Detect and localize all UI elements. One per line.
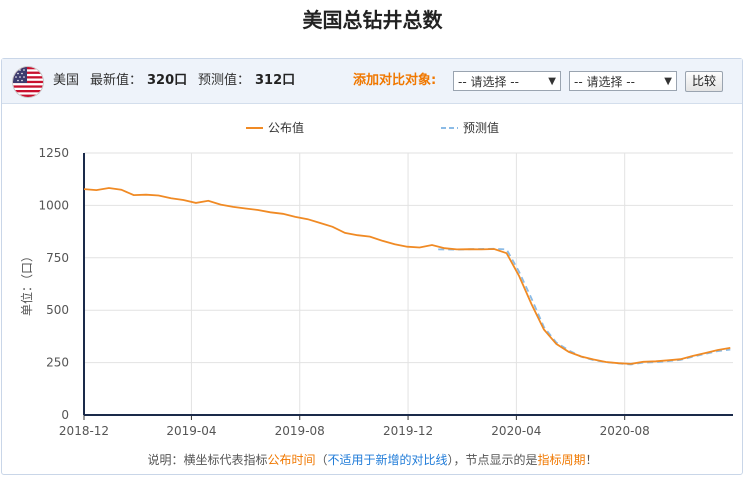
compare-label: 添加对比对象: <box>353 73 437 88</box>
compare-select-2-value: -- 请选择 -- <box>574 75 635 89</box>
footnote-period: 指标周期 <box>537 453 586 467</box>
forecast-value: 312口 <box>255 73 296 88</box>
compare-select-2[interactable]: -- 请选择 -- ▼ <box>569 71 677 91</box>
compare-button[interactable]: 比较 <box>685 71 723 92</box>
chart-grid <box>83 152 733 416</box>
series-line-forecast <box>438 247 731 366</box>
y-tick-label: 500 <box>46 303 69 317</box>
footnote: 说明：横坐标代表指标公布时间（不适用于新增的对比线），节点显示的是指标周期！ <box>0 452 745 468</box>
chart-panel: 美国 最新值： 320口 预测值： 312口 添加对比对象: -- 请选择 --… <box>1 58 743 475</box>
x-tick-label: 2019-08 <box>275 424 325 438</box>
footnote-paren-close: ） <box>447 453 454 467</box>
y-tick-label: 750 <box>46 251 69 265</box>
latest-value: 320口 <box>147 73 188 88</box>
x-tick-label: 2018-12 <box>59 424 109 438</box>
series-line-published <box>83 187 731 365</box>
legend-label: 预测值 <box>463 120 499 135</box>
footnote-middle: ，节点显示的是 <box>453 453 538 467</box>
legend-label: 公布值 <box>268 120 304 135</box>
footnote-not-applicable: 不适用于新增的对比线 <box>327 453 448 467</box>
page-title: 美国总钻井总数 <box>302 8 443 32</box>
forecast-label: 预测值： <box>198 73 251 88</box>
us-flag-icon <box>13 67 43 97</box>
footnote-publish-time: 公布时间 <box>267 453 316 467</box>
latest-label: 最新值： <box>90 73 143 88</box>
chevron-down-icon: ▼ <box>548 76 556 87</box>
x-tick-label: 2019-04 <box>166 424 216 438</box>
x-tick-label: 2020-08 <box>600 424 650 438</box>
chart-series <box>83 187 731 366</box>
compare-select-1-value: -- 请选择 -- <box>458 75 519 89</box>
footnote-prefix: 说明：横坐标代表指标 <box>147 453 268 467</box>
y-tick-label: 250 <box>46 356 69 370</box>
footnote-suffix: ！ <box>585 453 598 467</box>
y-tick-label: 1250 <box>38 146 69 160</box>
y-tick-label: 1000 <box>38 198 69 212</box>
compare-select-1[interactable]: -- 请选择 -- ▼ <box>453 71 561 91</box>
y-tick-label: 0 <box>61 408 69 422</box>
y-axis-label: 单位：（口） <box>19 250 34 316</box>
chart-legend: 公布值 预测值 <box>246 120 499 135</box>
chart-axes: 0 250 500 750 1000 1250 2018-12 2019-04 2019-08 2… <box>38 146 733 438</box>
x-tick-label: 2020-04 <box>491 424 541 438</box>
chevron-down-icon: ▼ <box>664 76 672 87</box>
country-label: 美国 <box>53 73 80 88</box>
footnote-paren-open: （ <box>315 453 328 467</box>
toolbar: 美国 最新值： 320口 预测值： 312口 添加对比对象: -- 请选择 --… <box>2 59 742 104</box>
x-tick-label: 2019-12 <box>383 424 433 438</box>
